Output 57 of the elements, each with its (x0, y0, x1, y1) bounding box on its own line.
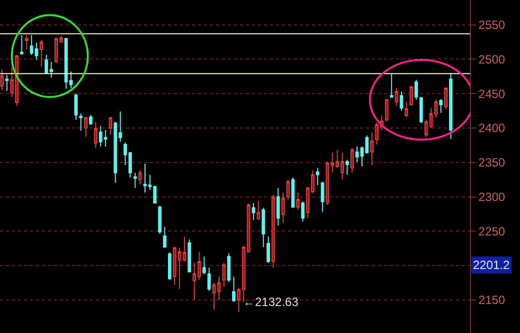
candlestick (394, 88, 398, 106)
candlestick (350, 147, 354, 174)
candlestick (384, 98, 388, 122)
y-tick-label: 2150 (478, 293, 506, 308)
candlestick (222, 262, 226, 288)
candlestick (272, 194, 275, 268)
candlestick (439, 98, 443, 114)
candlestick (316, 167, 320, 186)
candlestick (227, 252, 231, 283)
candlestick (133, 172, 137, 188)
candlestick (256, 200, 260, 221)
candlestick (320, 181, 324, 212)
text: 2201.2 (473, 258, 510, 272)
y-tick-label: 2450 (478, 86, 506, 101)
candlestick (84, 116, 88, 138)
candlestick (276, 187, 280, 226)
candlestick (207, 267, 211, 292)
y-tick-label: 2250 (478, 224, 506, 238)
candlestick (252, 202, 256, 221)
candlestick (40, 39, 44, 68)
annotation: ←2132.63 (243, 295, 299, 309)
candlestick (79, 113, 83, 132)
candlestick (286, 179, 290, 200)
candlestick (89, 114, 92, 126)
candlestick (262, 207, 266, 248)
candlestick (301, 201, 305, 222)
candlestick (202, 256, 206, 276)
candlestick (449, 72, 452, 140)
candlestick (74, 93, 78, 120)
candlestick (281, 192, 285, 224)
candlestick (168, 252, 172, 281)
y-tick-label: 2400 (478, 121, 506, 136)
candlestick (370, 132, 374, 166)
candlestick (0, 68, 4, 91)
y-tick-label: 2500 (478, 52, 506, 66)
candlestick (5, 74, 9, 92)
candlestick (188, 238, 192, 273)
candlestick (266, 236, 270, 264)
candlestick (138, 169, 142, 185)
y-tick-label: 2300 (478, 190, 506, 204)
candlestick (345, 159, 349, 176)
candlestick (108, 116, 112, 136)
candlestick (390, 73, 394, 98)
y-tick-label: 2550 (478, 18, 506, 32)
y-tick-label: 2350 (478, 156, 506, 170)
candlestick (158, 205, 162, 234)
candlestick (291, 177, 295, 208)
candlestick (296, 192, 300, 210)
candlestick (410, 86, 414, 106)
candlestick (232, 276, 236, 303)
candlestick (404, 101, 408, 118)
candlestick (20, 34, 24, 56)
candlestick (94, 121, 98, 148)
candlestick (400, 91, 404, 112)
candlestick (444, 86, 448, 110)
candlestick (24, 34, 28, 50)
candlestick (163, 226, 166, 248)
